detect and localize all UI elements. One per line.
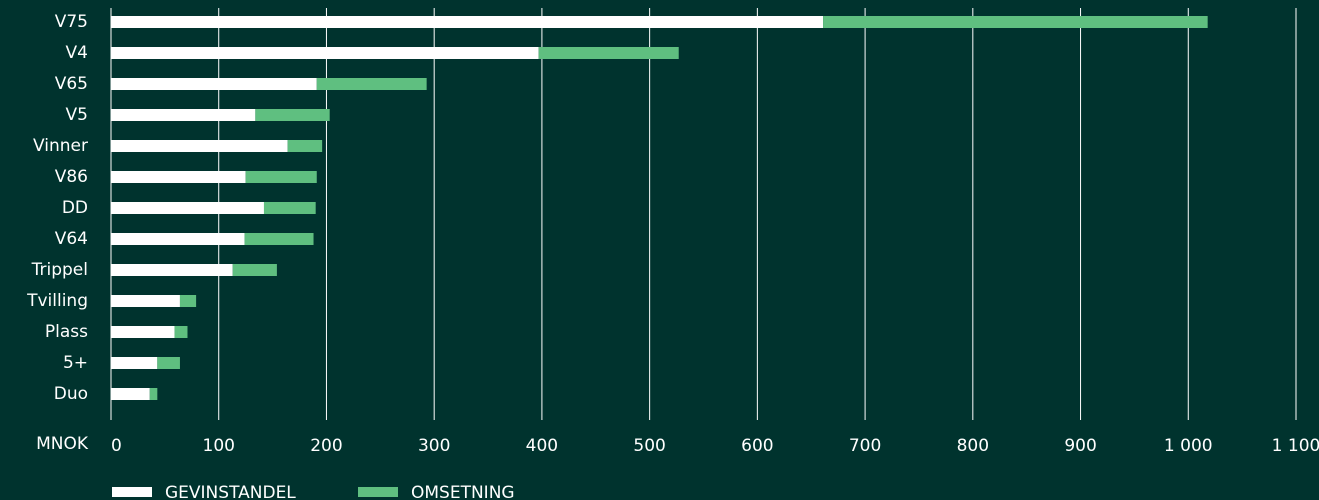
y-tick-label: Duo <box>54 384 88 404</box>
x-tick-label: 0 <box>111 436 122 456</box>
bar-segment <box>263 202 316 214</box>
bar-segment <box>174 326 188 338</box>
legend-label: GEVINSTANDEL <box>165 483 296 500</box>
bar-segment <box>111 264 233 276</box>
y-tick-label: V64 <box>55 229 88 249</box>
bar-segment <box>179 295 197 307</box>
y-tick-label: Trippel <box>31 260 88 280</box>
bar-segment <box>149 388 158 400</box>
bar-segment <box>245 171 317 183</box>
x-tick-label: 600 <box>741 436 773 456</box>
bar-segment <box>111 16 824 28</box>
x-tick-label: 200 <box>310 436 342 456</box>
y-tick-label: V75 <box>55 12 88 32</box>
bar-segment <box>823 16 1208 28</box>
legend-label: OMSETNING <box>411 483 515 500</box>
x-tick-label: 400 <box>526 436 558 456</box>
legend-swatch <box>358 487 398 497</box>
y-tick-label: V5 <box>66 105 88 125</box>
bar-segment <box>111 295 180 307</box>
bar-segment <box>111 388 150 400</box>
bar-segment <box>316 78 427 90</box>
bar-segment <box>111 357 158 369</box>
x-tick-label: 300 <box>418 436 450 456</box>
bar-segment <box>538 47 679 59</box>
x-tick-label: 500 <box>633 436 665 456</box>
bar-segment <box>111 326 175 338</box>
bar-segment <box>287 140 323 152</box>
bar-segment <box>111 47 539 59</box>
y-tick-label: V4 <box>66 43 88 63</box>
x-tick-label: 900 <box>1064 436 1096 456</box>
x-tick-label: 1 100 <box>1272 436 1319 456</box>
y-tick-label: Tvilling <box>26 291 88 311</box>
x-axis-label: MNOK <box>36 434 89 454</box>
legend-swatch <box>112 487 152 497</box>
y-tick-label: V65 <box>55 74 88 94</box>
bar-segment <box>255 109 330 121</box>
bar-segment <box>111 78 317 90</box>
bar-segment <box>111 233 245 245</box>
x-tick-label: 800 <box>957 436 989 456</box>
y-tick-label: DD <box>62 198 88 218</box>
bar-segment <box>244 233 314 245</box>
x-tick-label: 1 000 <box>1164 436 1213 456</box>
x-tick-label: 700 <box>849 436 881 456</box>
bar-segment <box>111 202 264 214</box>
bar-segment <box>232 264 277 276</box>
y-tick-label: 5+ <box>63 353 88 373</box>
y-tick-label: Plass <box>45 322 88 342</box>
bar-segment <box>157 357 180 369</box>
y-tick-label: V86 <box>55 167 88 187</box>
x-tick-label: 100 <box>203 436 235 456</box>
bar-segment <box>111 109 256 121</box>
bar-segment <box>111 140 288 152</box>
y-tick-label: Vinner <box>33 136 88 156</box>
bar-segment <box>111 171 246 183</box>
